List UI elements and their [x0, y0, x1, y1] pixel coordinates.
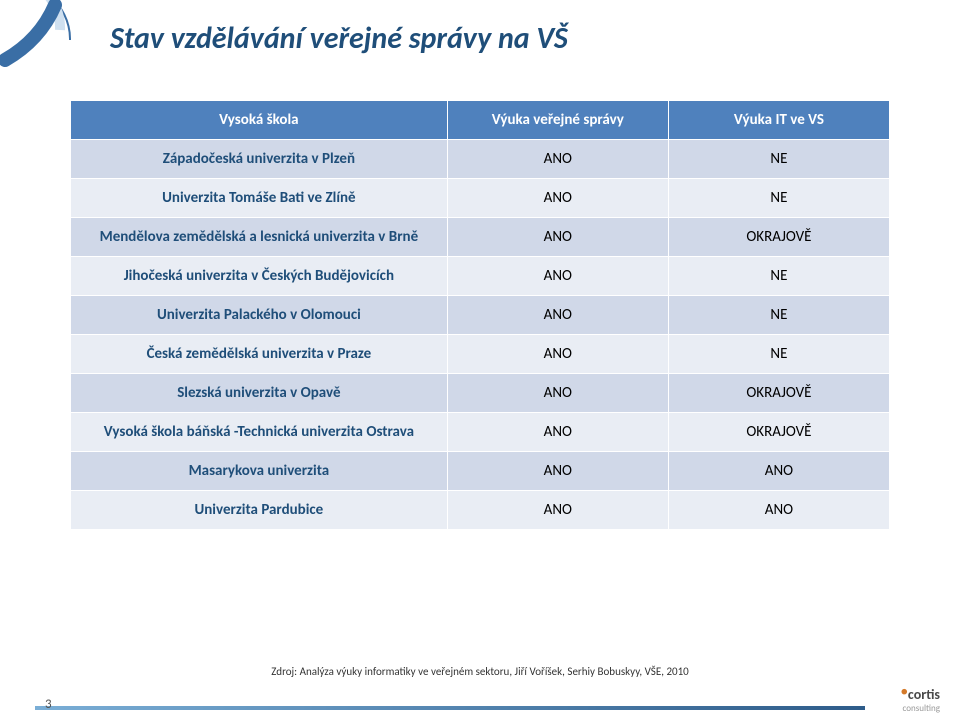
- col-header-vyuka-it: Výuka IT ve VS: [668, 101, 889, 140]
- table-row: Univerzita Tomáše Bati ve Zlíně ANO NE: [71, 179, 890, 218]
- slide-title: Stav vzdělávání veřejné správy na VŠ: [110, 20, 568, 57]
- cell-school: Masarykova univerzita: [71, 452, 448, 491]
- footer-rule: [35, 706, 865, 710]
- col-header-vyuka-vs: Výuka veřejné správy: [447, 101, 668, 140]
- cell-vyuka-it: ANO: [668, 452, 889, 491]
- cell-school: Západočeská univerzita v Plzeň: [71, 140, 448, 179]
- table-row: Univerzita Pardubice ANO ANO: [71, 491, 890, 530]
- cell-vyuka-vs: ANO: [447, 374, 668, 413]
- cell-school: Vysoká škola báňská -Technická univerzit…: [71, 413, 448, 452]
- logo-subtitle: consulting: [903, 703, 941, 714]
- cell-school: Univerzita Palackého v Olomouci: [71, 296, 448, 335]
- cell-vyuka-vs: ANO: [447, 413, 668, 452]
- source-citation: Zdroj: Analýza výuky informatiky ve veře…: [0, 665, 960, 678]
- cell-vyuka-vs: ANO: [447, 335, 668, 374]
- cell-vyuka-it: OKRAJOVĚ: [668, 413, 889, 452]
- cell-vyuka-vs: ANO: [447, 140, 668, 179]
- cell-vyuka-vs: ANO: [447, 452, 668, 491]
- col-header-school: Vysoká škola: [71, 101, 448, 140]
- table-row: Slezská univerzita v Opavě ANO OKRAJOVĚ: [71, 374, 890, 413]
- cell-school: Slezská univerzita v Opavě: [71, 374, 448, 413]
- cell-vyuka-vs: ANO: [447, 257, 668, 296]
- cell-school: Univerzita Pardubice: [71, 491, 448, 530]
- cell-school: Česká zemědělská univerzita v Praze: [71, 335, 448, 374]
- cell-vyuka-it: OKRAJOVĚ: [668, 374, 889, 413]
- table-row: Mendělova zemědělská a lesnická univerzi…: [71, 218, 890, 257]
- cell-vyuka-it: NE: [668, 296, 889, 335]
- logo-brand: cortis: [908, 686, 940, 703]
- cell-vyuka-vs: ANO: [447, 491, 668, 530]
- table-row: Vysoká škola báňská -Technická univerzit…: [71, 413, 890, 452]
- cell-vyuka-vs: ANO: [447, 179, 668, 218]
- table-row: Jihočeská univerzita v Českých Budějovic…: [71, 257, 890, 296]
- cell-vyuka-it: NE: [668, 140, 889, 179]
- cell-vyuka-it: NE: [668, 179, 889, 218]
- cell-vyuka-it: OKRAJOVĚ: [668, 218, 889, 257]
- cell-vyuka-vs: ANO: [447, 218, 668, 257]
- cell-vyuka-it: NE: [668, 335, 889, 374]
- cell-school: Mendělova zemědělská a lesnická univerzi…: [71, 218, 448, 257]
- table-row: Západočeská univerzita v Plzeň ANO NE: [71, 140, 890, 179]
- table-row: Česká zemědělská univerzita v Praze ANO …: [71, 335, 890, 374]
- page-number: 3: [45, 697, 52, 712]
- logo-dot-icon: ●: [901, 686, 908, 698]
- cell-vyuka-it: ANO: [668, 491, 889, 530]
- table-row: Univerzita Palackého v Olomouci ANO NE: [71, 296, 890, 335]
- cell-vyuka-it: NE: [668, 257, 889, 296]
- cell-vyuka-vs: ANO: [447, 296, 668, 335]
- data-table: Vysoká škola Výuka veřejné správy Výuka …: [70, 100, 890, 530]
- table-header-row: Vysoká škola Výuka veřejné správy Výuka …: [71, 101, 890, 140]
- footer-logo: ●cortis consulting: [901, 688, 940, 714]
- cell-school: Jihočeská univerzita v Českých Budějovic…: [71, 257, 448, 296]
- corner-accent: [0, 0, 80, 70]
- cell-school: Univerzita Tomáše Bati ve Zlíně: [71, 179, 448, 218]
- table-row: Masarykova univerzita ANO ANO: [71, 452, 890, 491]
